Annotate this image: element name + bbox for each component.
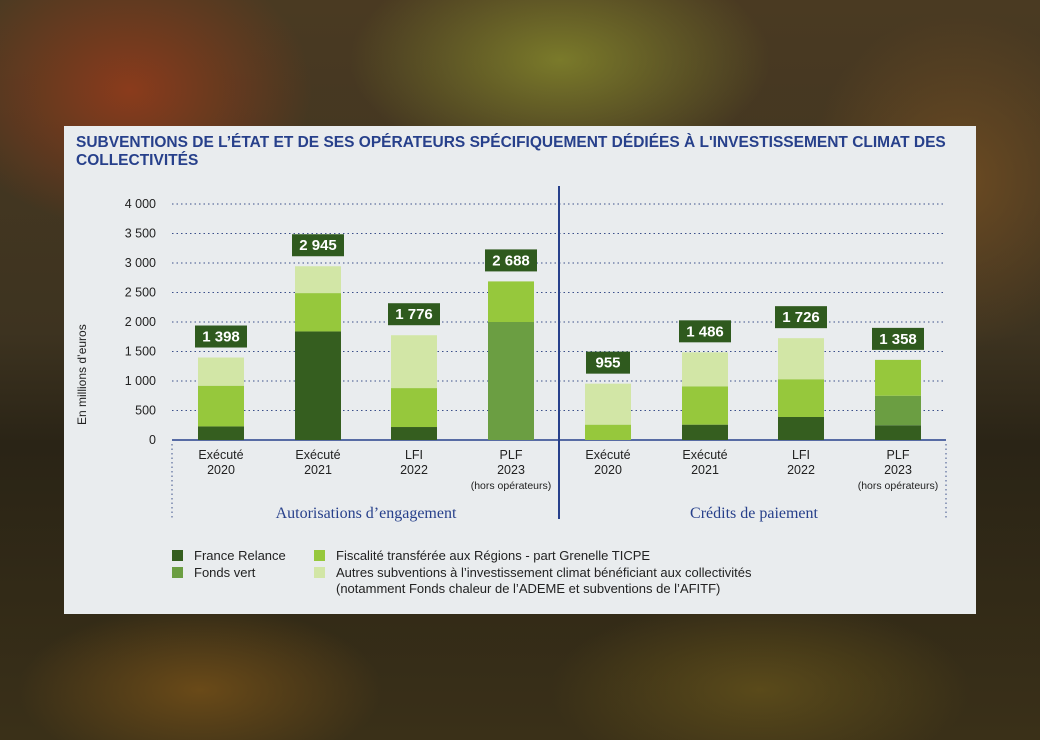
y-tick-label: 4 000 — [125, 197, 156, 211]
bar-segment — [778, 416, 824, 440]
chart-panel: SUBVENTIONS DE L’ÉTAT ET DE SES OPÉRATEU… — [64, 126, 976, 614]
x-tick-label-year: 2023 — [884, 463, 912, 477]
x-tick-label-year: 2023 — [497, 463, 525, 477]
bar-segment — [198, 357, 244, 386]
x-tick-label-note: (hors opérateurs) — [471, 480, 552, 492]
bar-segment — [875, 395, 921, 426]
x-tick-label: LFI — [792, 448, 810, 462]
total-value-label: 1 398 — [202, 329, 240, 346]
x-tick-label: Exécuté — [585, 448, 630, 462]
x-tick-label: PLF — [500, 448, 523, 462]
y-tick-label: 1 000 — [125, 374, 156, 388]
total-value-label: 2 945 — [299, 237, 337, 254]
chart-title: SUBVENTIONS DE L’ÉTAT ET DE SES OPÉRATEU… — [76, 134, 946, 169]
y-tick-label: 2 000 — [125, 315, 156, 329]
total-badge — [872, 327, 924, 350]
bar-segment — [488, 281, 534, 322]
total-value-label: 1 776 — [395, 306, 433, 323]
total-badge — [775, 306, 827, 329]
legend-swatch-autres — [314, 567, 325, 578]
bar-segment — [585, 424, 631, 440]
legend-label-fiscalite: Fiscalité transférée aux Régions - part … — [336, 548, 651, 563]
group-label: Autorisations d’engagement — [276, 505, 457, 522]
bar-segment — [778, 338, 824, 380]
total-value-label: 1 486 — [686, 323, 724, 340]
x-tick-label-year: 2020 — [207, 463, 235, 477]
total-value-label: 955 — [595, 355, 620, 372]
total-badge — [292, 234, 344, 257]
group-label: Crédits de paiement — [690, 505, 819, 522]
x-tick-label-year: 2022 — [400, 463, 428, 477]
bar-segment — [391, 427, 437, 440]
x-tick-label-year: 2020 — [594, 463, 622, 477]
y-tick-label: 500 — [135, 404, 156, 418]
legend-note-autres: (notamment Fonds chaleur de l’ADEME et s… — [336, 581, 721, 596]
bar-segment — [198, 385, 244, 427]
bar-segment — [391, 335, 437, 389]
total-badge — [195, 325, 247, 348]
bar-segment — [682, 352, 728, 387]
x-tick-label-year: 2021 — [691, 463, 719, 477]
x-tick-label: LFI — [405, 448, 423, 462]
total-badge — [388, 303, 440, 326]
x-tick-label: PLF — [887, 448, 910, 462]
x-tick-label: Exécuté — [682, 448, 727, 462]
bar-segment — [295, 266, 341, 294]
bar-segment — [198, 426, 244, 440]
total-badge — [586, 351, 630, 374]
legend-swatch-france-relance — [172, 550, 183, 561]
bar-segment — [295, 331, 341, 440]
legend-label-fonds-vert: Fonds vert — [194, 565, 256, 580]
total-value-label: 1 358 — [879, 331, 917, 348]
bar-segment — [295, 293, 341, 332]
total-badge — [485, 249, 537, 272]
legend-label-france-relance: France Relance — [194, 548, 286, 563]
y-tick-label: 2 500 — [125, 286, 156, 300]
bar-segment — [778, 379, 824, 417]
legend-label-autres: Autres subventions à l’investissement cl… — [336, 565, 752, 580]
y-tick-label: 3 000 — [125, 256, 156, 270]
x-tick-label-note: (hors opérateurs) — [858, 480, 939, 492]
y-tick-label: 0 — [149, 433, 156, 447]
stacked-bar-chart: 4 000 3 500 3 000 2 500 2 000 1 500 1 000 500 0 1… — [125, 186, 947, 522]
bar-segment — [682, 386, 728, 425]
bar-segment — [875, 425, 921, 440]
total-badge — [679, 320, 731, 343]
total-value-label: 1 726 — [782, 309, 820, 326]
x-tick-label-year: 2022 — [787, 463, 815, 477]
bar-segment — [585, 383, 631, 425]
bar-segment — [391, 388, 437, 428]
x-tick-label: Exécuté — [295, 448, 340, 462]
legend-swatch-fiscalite — [314, 550, 325, 561]
total-value-label: 2 688 — [492, 252, 530, 269]
x-tick-label-year: 2021 — [304, 463, 332, 477]
y-tick-label: 3 500 — [125, 227, 156, 241]
x-tick-label: Exécuté — [198, 448, 243, 462]
legend-swatch-fonds-vert — [172, 567, 183, 578]
bar-segment — [488, 322, 534, 440]
bar-segment — [682, 424, 728, 440]
y-tick-label: 1 500 — [125, 345, 156, 359]
bar-segment — [875, 359, 921, 396]
